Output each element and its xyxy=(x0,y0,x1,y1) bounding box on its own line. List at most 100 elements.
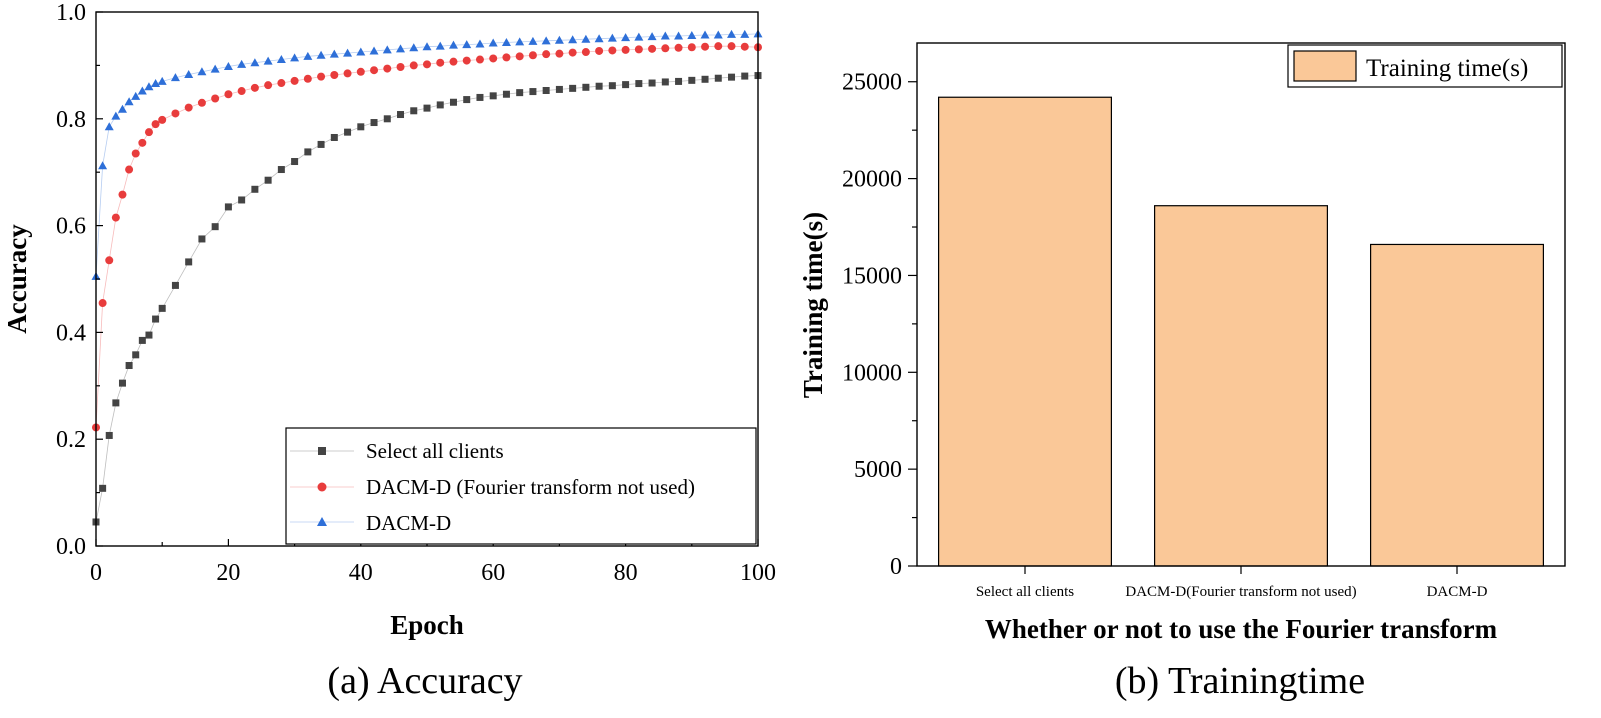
data-point-circle xyxy=(489,54,498,63)
data-point-circle xyxy=(211,94,220,103)
data-point-circle xyxy=(98,299,107,308)
training-time-plot-frame xyxy=(916,42,1566,567)
data-point-circle xyxy=(330,71,339,80)
data-point-circle xyxy=(608,46,617,55)
legend-item-dacm-d-no-fourier: DACM-D (Fourier transform not used) xyxy=(290,475,695,499)
data-point-triangle xyxy=(303,51,313,60)
data-point-triangle xyxy=(409,43,419,52)
data-point-triangle xyxy=(727,29,737,38)
legend-marker-square xyxy=(318,447,326,455)
data-point-circle xyxy=(250,83,259,92)
x-tick-label: 40 xyxy=(349,560,373,586)
data-point-circle xyxy=(131,149,140,158)
data-point-circle xyxy=(555,49,564,58)
data-point-triangle xyxy=(621,33,631,42)
y-tick-label: 15000 xyxy=(842,263,902,289)
data-point-triangle xyxy=(144,82,154,91)
x-category-label: DACM-D xyxy=(1427,584,1488,600)
data-point-square xyxy=(145,331,153,339)
data-point-triangle xyxy=(713,30,723,39)
data-point-square xyxy=(112,399,120,407)
data-point-triangle xyxy=(568,35,578,44)
data-point-square xyxy=(317,140,325,148)
data-point-circle xyxy=(158,115,167,124)
data-point-square xyxy=(595,82,603,90)
legend-item-select-all-clients: Select all clients xyxy=(290,439,504,463)
data-point-triangle xyxy=(369,46,379,55)
data-point-square xyxy=(118,379,126,387)
x-category-label: Select all clients xyxy=(976,584,1074,600)
data-point-triangle xyxy=(541,36,551,45)
data-point-circle xyxy=(356,67,365,76)
data-point-square xyxy=(99,484,107,492)
data-point-square xyxy=(211,223,219,231)
data-point-circle xyxy=(290,76,299,85)
data-point-square xyxy=(125,362,133,370)
accuracy-caption: (a) Accuracy xyxy=(327,660,522,702)
data-point-triangle xyxy=(740,29,750,38)
data-point-square xyxy=(622,81,630,89)
data-point-square xyxy=(238,196,246,204)
data-point-triangle xyxy=(157,76,167,85)
data-point-square xyxy=(741,72,749,80)
y-tick-label: 0.4 xyxy=(56,320,86,346)
data-point-triangle xyxy=(343,48,353,57)
data-point-circle xyxy=(542,50,551,59)
training-time-y-axis-title: Training time(s) xyxy=(798,212,828,398)
x-tick-label: 20 xyxy=(216,560,240,586)
data-point-circle xyxy=(144,128,153,137)
accuracy-y-axis-title: Accuracy xyxy=(2,224,32,334)
legend-item-dacm-d: DACM-D xyxy=(290,511,451,535)
data-point-square xyxy=(410,107,418,115)
data-point-square xyxy=(357,123,365,131)
data-point-circle xyxy=(714,42,723,51)
data-point-square xyxy=(661,78,669,86)
data-point-square xyxy=(529,88,537,96)
data-point-square xyxy=(224,203,232,211)
data-point-triangle xyxy=(276,55,286,64)
data-point-circle xyxy=(648,44,657,53)
data-point-square xyxy=(476,93,484,101)
data-point-triangle xyxy=(647,32,657,41)
data-point-square xyxy=(264,176,272,184)
data-point-triangle xyxy=(687,30,697,39)
data-point-circle xyxy=(317,72,326,81)
data-point-square xyxy=(370,119,378,127)
data-point-triangle xyxy=(137,86,147,95)
data-point-triangle xyxy=(660,31,670,40)
data-point-circle xyxy=(595,46,604,55)
data-point-circle xyxy=(264,81,273,90)
data-point-triangle xyxy=(554,35,564,44)
y-tick-label: 0.8 xyxy=(56,107,86,133)
y-tick-label: 25000 xyxy=(842,70,902,96)
data-point-triangle xyxy=(396,44,406,53)
data-point-square xyxy=(251,185,259,193)
data-point-circle xyxy=(701,42,710,51)
training-time-axis-ticks: 0 5000 10000 15000 20000 25000 Select all clie… xyxy=(842,70,1488,600)
data-point-triangle xyxy=(290,53,300,62)
data-point-circle xyxy=(184,103,193,112)
data-point-circle xyxy=(396,63,405,72)
data-point-square xyxy=(555,85,563,93)
data-point-square xyxy=(608,82,616,90)
data-point-triangle xyxy=(634,32,644,41)
data-point-square xyxy=(648,79,656,87)
data-point-circle xyxy=(277,79,286,88)
data-point-circle xyxy=(727,42,736,51)
data-point-circle xyxy=(634,45,643,54)
data-point-triangle xyxy=(475,39,485,48)
data-point-square xyxy=(185,258,193,266)
data-point-circle xyxy=(343,69,352,78)
data-point-square xyxy=(688,76,696,84)
data-point-triangle xyxy=(223,61,233,70)
legend-label-select-all-clients: Select all clients xyxy=(366,439,504,463)
data-point-triangle xyxy=(104,122,114,131)
data-point-circle xyxy=(423,60,431,69)
x-tick-label: 80 xyxy=(614,560,638,586)
data-point-circle xyxy=(687,43,696,52)
data-point-triangle xyxy=(515,37,525,46)
data-point-triangle xyxy=(197,67,207,76)
data-point-circle xyxy=(111,213,120,222)
accuracy-markers xyxy=(91,29,763,526)
